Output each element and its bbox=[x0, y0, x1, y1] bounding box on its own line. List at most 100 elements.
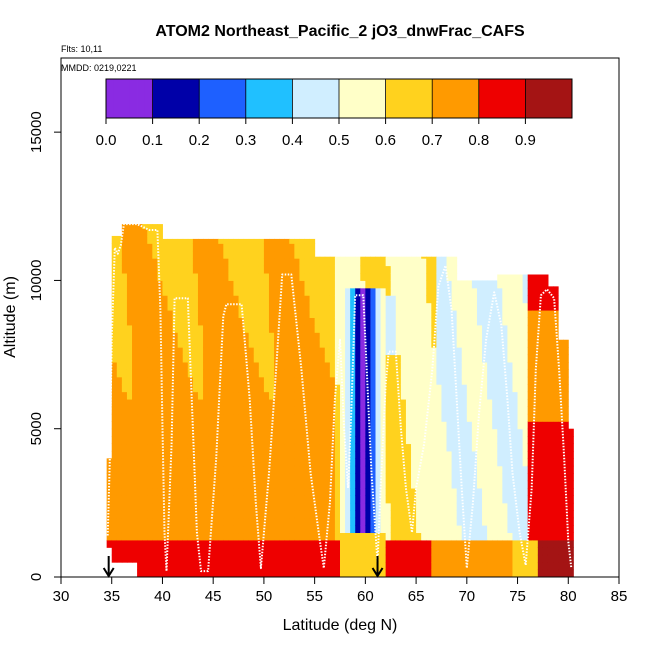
heat-cell bbox=[197, 539, 204, 548]
heat-cell bbox=[152, 421, 158, 430]
heat-cell bbox=[319, 532, 326, 541]
heat-cell bbox=[476, 436, 483, 445]
heat-cell bbox=[411, 436, 417, 445]
heat-cell bbox=[243, 413, 250, 422]
heat-cell bbox=[345, 324, 351, 333]
colorbar-swatch bbox=[564, 79, 573, 118]
heat-cell bbox=[157, 436, 163, 445]
heat-cell bbox=[517, 473, 524, 482]
heat-cell bbox=[284, 310, 290, 318]
heat-cell bbox=[137, 273, 143, 281]
heat-cell bbox=[218, 310, 224, 318]
heat-cell bbox=[243, 324, 250, 333]
down-arrow-icon bbox=[371, 567, 384, 578]
heat-cell bbox=[405, 354, 412, 363]
heat-cell bbox=[263, 450, 270, 459]
heat-cell bbox=[385, 488, 392, 496]
heat-cell bbox=[213, 421, 219, 430]
heat-cell bbox=[345, 376, 351, 385]
heat-cell bbox=[121, 376, 128, 385]
heat-cell bbox=[192, 361, 199, 370]
heat-cell bbox=[345, 450, 351, 459]
heat-cell bbox=[522, 495, 529, 504]
heat-cell bbox=[147, 502, 153, 511]
heat-cell bbox=[304, 562, 311, 571]
heat-cell bbox=[268, 480, 275, 489]
heat-cell bbox=[547, 376, 554, 385]
heat-cell bbox=[497, 443, 503, 452]
heat-cell bbox=[405, 480, 412, 489]
heat-cell bbox=[471, 406, 478, 415]
heat-cell bbox=[243, 250, 250, 259]
heat-cell bbox=[345, 384, 351, 393]
heat-cell bbox=[350, 256, 356, 259]
heat-cell bbox=[274, 428, 280, 437]
heat-cell bbox=[537, 354, 544, 363]
heat-cell bbox=[182, 317, 189, 326]
heat-cell bbox=[223, 562, 229, 571]
heat-cell bbox=[152, 532, 158, 541]
heat-cell bbox=[466, 562, 473, 571]
heat-cell bbox=[355, 436, 361, 445]
heat-cell bbox=[304, 243, 311, 252]
heat-cell bbox=[405, 287, 412, 296]
heat-cell bbox=[268, 495, 275, 504]
heat-cell bbox=[527, 450, 534, 459]
heat-cell bbox=[162, 391, 169, 400]
heat-cell bbox=[350, 465, 356, 474]
dates-label: MMDD: 0219,0221 bbox=[61, 63, 137, 73]
heat-cell bbox=[324, 569, 331, 578]
heat-cell bbox=[132, 436, 138, 445]
heat-cell bbox=[400, 539, 407, 548]
heat-cell bbox=[431, 450, 437, 459]
heat-cell bbox=[542, 324, 549, 333]
heat-cell bbox=[466, 473, 473, 482]
heat-cell bbox=[553, 406, 559, 415]
heat-cell bbox=[482, 450, 488, 459]
heat-cell bbox=[304, 347, 311, 356]
heat-cell bbox=[517, 406, 524, 415]
heat-cell bbox=[527, 443, 534, 452]
heat-cell bbox=[137, 473, 143, 482]
heat-cell bbox=[147, 287, 153, 296]
heat-cell bbox=[416, 547, 422, 556]
heat-cell bbox=[334, 465, 341, 474]
heat-cell bbox=[365, 510, 371, 519]
heat-cell bbox=[507, 361, 513, 370]
heat-cell bbox=[279, 436, 285, 445]
heat-cell bbox=[522, 525, 529, 534]
heat-cell bbox=[182, 339, 189, 348]
heat-cell bbox=[329, 265, 336, 274]
heat-cell bbox=[517, 547, 524, 556]
heat-cell bbox=[111, 525, 118, 534]
heat-cell bbox=[223, 554, 229, 563]
heat-cell bbox=[152, 243, 158, 252]
heat-cell bbox=[172, 376, 179, 385]
heat-cell bbox=[213, 265, 219, 274]
heat-cell bbox=[441, 406, 448, 415]
heat-cell bbox=[233, 280, 240, 289]
heat-cell bbox=[126, 465, 133, 474]
heat-cell bbox=[197, 443, 204, 452]
heat-cell bbox=[111, 339, 118, 348]
heat-cell bbox=[375, 258, 382, 267]
heat-cell bbox=[532, 428, 539, 437]
heat-cell bbox=[142, 265, 148, 274]
heat-cell bbox=[537, 339, 544, 348]
heat-cell bbox=[482, 458, 488, 467]
heat-cell bbox=[466, 495, 473, 504]
heat-cell bbox=[162, 399, 169, 407]
heat-cell bbox=[487, 480, 493, 489]
heat-cell bbox=[182, 443, 189, 452]
heat-cell bbox=[492, 391, 498, 400]
heat-cell bbox=[507, 554, 513, 563]
heat-cell bbox=[553, 458, 559, 467]
heat-cell bbox=[268, 347, 275, 356]
colorbar-swatch bbox=[525, 79, 534, 118]
heat-cell bbox=[162, 250, 169, 259]
heat-cell bbox=[329, 287, 336, 296]
heat-cell bbox=[233, 339, 240, 348]
heat-cell bbox=[268, 502, 275, 511]
heat-cell bbox=[431, 384, 437, 393]
heat-cell bbox=[451, 495, 458, 504]
